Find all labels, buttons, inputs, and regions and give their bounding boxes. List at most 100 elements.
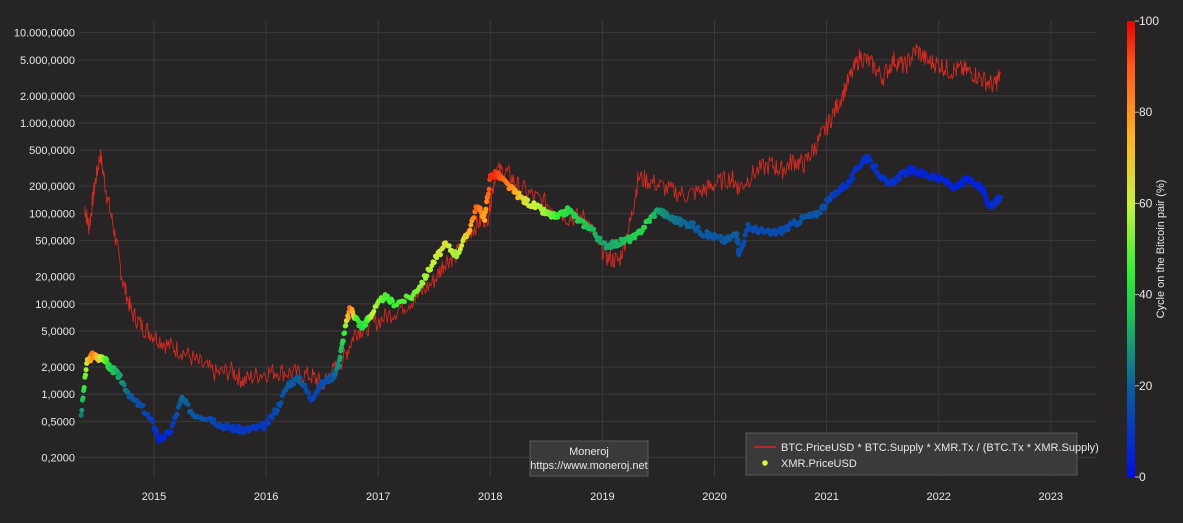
xmr-price-point xyxy=(424,273,430,279)
xmr-price-point xyxy=(241,430,247,435)
xmr-price-point xyxy=(817,210,823,216)
xmr-price-point xyxy=(340,338,346,344)
y-tick-label: 10,0000 xyxy=(35,299,75,311)
xmr-price-point xyxy=(269,415,275,421)
xmr-price-point xyxy=(742,232,748,238)
legend-label-xmr-price: XMR.PriceUSD xyxy=(781,458,857,470)
y-tick-label: 0,2000 xyxy=(41,452,75,464)
annotation-box: Moneroj https://www.moneroj.net xyxy=(529,440,649,477)
xmr-price-point xyxy=(467,227,473,233)
grid xyxy=(79,21,1097,477)
xmr-price-point xyxy=(850,176,856,182)
xmr-price-point xyxy=(647,219,653,224)
xmr-price-point xyxy=(79,407,85,413)
annotation-line2: https://www.moneroj.net xyxy=(530,460,647,472)
xmr-price-point xyxy=(893,179,899,185)
xmr-price-point xyxy=(525,197,531,203)
xmr-price-point xyxy=(831,193,837,199)
xmr-price-point xyxy=(735,240,741,246)
xmr-price-point xyxy=(345,315,351,321)
x-tick-label: 2017 xyxy=(366,491,390,503)
xmr-price-point xyxy=(83,372,88,378)
y-tick-label: 100,0000 xyxy=(29,208,75,220)
legend: BTC.PriceUSD * BTC.Supply * XMR.Tx / (BT… xyxy=(745,432,1099,476)
y-tick-label: 5,0000 xyxy=(41,326,75,338)
xmr-price-point xyxy=(785,227,791,233)
y-axis: 10.000,0000 5.000,0000 2.000,0000 1.000,000… xyxy=(14,28,75,465)
colorbar-tick-label: 40 xyxy=(1139,288,1153,302)
xmr-price-point xyxy=(608,245,614,251)
xmr-price-point xyxy=(121,382,127,388)
y-tick-label: 2.000,0000 xyxy=(20,91,75,103)
xmr-price-point xyxy=(897,176,902,182)
xmr-price-point xyxy=(297,375,303,381)
xmr-price-point xyxy=(336,363,342,369)
xmr-price-point xyxy=(741,239,747,245)
x-tick-label: 2016 xyxy=(254,491,278,503)
y-tick-label: 5.000,0000 xyxy=(20,55,75,67)
colorbar: 0 20 40 60 80 100 Cycle on the Bitcoin pair (… xyxy=(1127,14,1167,484)
xmr-price-point xyxy=(516,190,522,196)
xmr-price-point xyxy=(827,197,833,203)
x-tick-label: 2022 xyxy=(926,491,950,503)
xmr-price-point xyxy=(337,354,343,360)
xmr-price-point xyxy=(420,280,426,286)
xmr-price-point xyxy=(591,226,597,232)
x-axis: 2015 2016 2017 2018 2019 2020 2021 2022 2023 xyxy=(142,491,1063,503)
series-scatter-xmr-price xyxy=(78,153,1003,444)
xmr-price-point xyxy=(78,412,84,418)
x-tick-label: 2018 xyxy=(478,491,502,503)
xmr-price-point xyxy=(960,182,966,188)
xmr-price-point xyxy=(446,243,452,249)
y-tick-label: 20,0000 xyxy=(35,272,75,284)
xmr-price-point xyxy=(621,240,627,246)
y-tick-label: 500,0000 xyxy=(29,145,75,157)
xmr-price-point xyxy=(477,205,483,211)
xmr-price-point xyxy=(177,401,182,407)
xmr-price-point xyxy=(822,203,828,209)
y-tick-label: 1,0000 xyxy=(41,389,75,401)
xmr-price-point xyxy=(305,390,311,396)
colorbar-tick-label: 60 xyxy=(1139,196,1153,210)
xmr-price-point xyxy=(632,235,638,241)
xmr-price-point xyxy=(642,224,648,230)
colorbar-gradient xyxy=(1127,21,1135,477)
xmr-price-point xyxy=(363,322,369,328)
xmr-price-point xyxy=(868,157,874,163)
xmr-price-point xyxy=(904,172,910,178)
xmr-price-point xyxy=(482,217,488,223)
colorbar-title: Cycle on the Bitcoin pair (%) xyxy=(1155,180,1167,319)
xmr-price-point xyxy=(844,184,849,190)
colorbar-tick-label: 100 xyxy=(1139,14,1159,28)
x-tick-label: 2023 xyxy=(1039,491,1063,503)
x-tick-label: 2019 xyxy=(590,491,614,503)
xmr-price-point xyxy=(428,267,433,273)
annotation-line1: Moneroj xyxy=(569,446,609,458)
y-tick-label: 10.000,0000 xyxy=(14,28,75,40)
xmr-price-point xyxy=(342,330,348,336)
xmr-price-point xyxy=(390,298,395,304)
legend-swatch-xmr-price xyxy=(762,460,768,466)
xmr-price-point xyxy=(80,395,86,401)
xmr-price-point xyxy=(117,372,123,378)
colorbar-ticks: 0 20 40 60 80 100 xyxy=(1135,14,1159,484)
xmr-price-point xyxy=(302,382,308,388)
xmr-price-point xyxy=(332,371,338,377)
xmr-price-point xyxy=(909,170,915,176)
xmr-price-point xyxy=(505,181,511,187)
xmr-price-point xyxy=(438,252,443,258)
xmr-price-point xyxy=(483,206,489,212)
xmr-price-point xyxy=(129,392,135,398)
xmr-price-point xyxy=(486,186,492,192)
xmr-price-point xyxy=(174,411,180,417)
xmr-price-point xyxy=(125,389,131,395)
xmr-price-point xyxy=(583,221,589,227)
xmr-price-point xyxy=(266,421,272,427)
xmr-price-point xyxy=(485,191,491,197)
colorbar-tick-label: 20 xyxy=(1139,379,1153,393)
xmr-price-point xyxy=(371,308,377,314)
xmr-price-point xyxy=(982,190,988,196)
xmr-price-point xyxy=(81,385,87,390)
